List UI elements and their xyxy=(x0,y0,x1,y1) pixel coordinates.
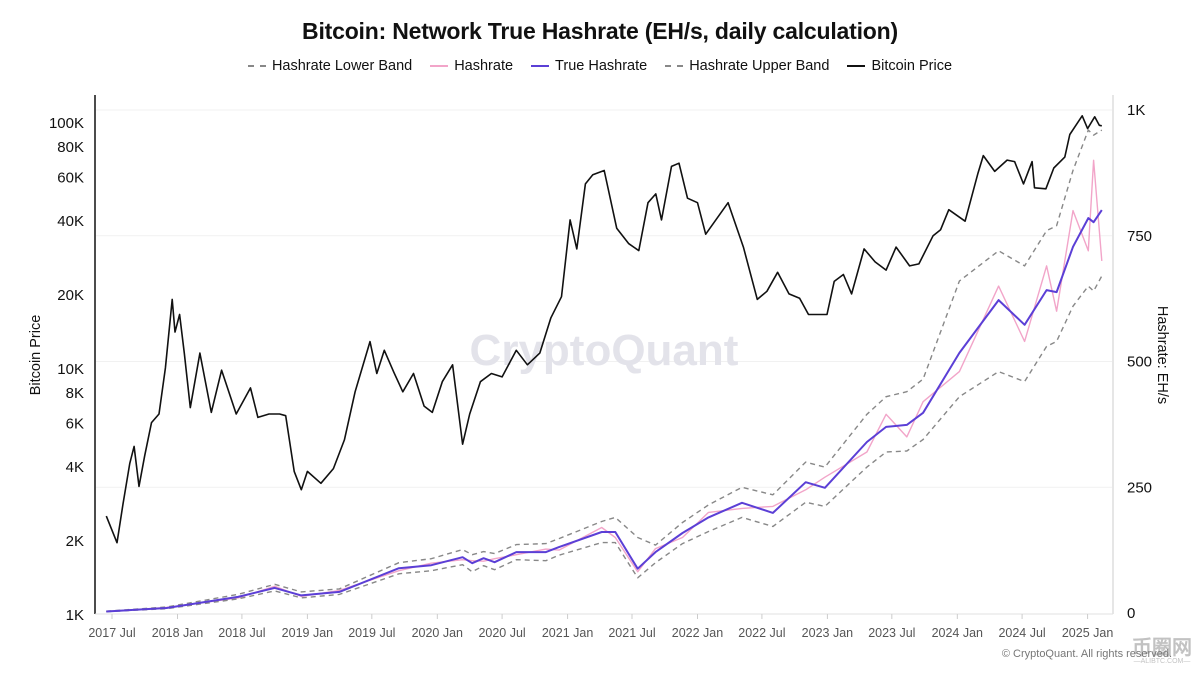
x-tick-label: 2022 Jul xyxy=(738,626,785,640)
x-tick-label: 2018 Jan xyxy=(152,626,203,640)
y-right-tick-label: 0 xyxy=(1127,605,1135,622)
legend-item-true-hashrate[interactable]: True Hashrate xyxy=(531,58,647,74)
y-left-tick-label: 100K xyxy=(49,115,84,132)
series-bitcoin-price xyxy=(105,115,1102,544)
series-hashrate xyxy=(106,159,1103,613)
x-tick-label: 2024 Jul xyxy=(998,626,1045,640)
y-left-tick-label: 8K xyxy=(66,385,84,402)
legend-label: Bitcoin Price xyxy=(871,58,953,74)
corner-watermark-sub: —ALIBTC.COM— xyxy=(1133,658,1191,665)
legend-swatch xyxy=(247,65,266,67)
series-hashrate-upper-band xyxy=(106,129,1103,612)
y-left-tick-label: 6K xyxy=(66,416,84,433)
y-left-tick-label: 4K xyxy=(66,459,84,476)
y-right-tick-label: 1K xyxy=(1127,102,1145,119)
legend-item-hashrate[interactable]: Hashrate xyxy=(430,58,513,74)
legend-swatch xyxy=(665,65,684,67)
y-left-tick-label: 60K xyxy=(57,170,84,187)
y-left-tick-label: 20K xyxy=(57,287,84,304)
x-tick-label: 2018 Jul xyxy=(218,626,265,640)
x-tick-label: 2021 Jan xyxy=(542,626,593,640)
x-tick-label: 2019 Jul xyxy=(348,626,395,640)
copyright: © CryptoQuant. All rights reserved. xyxy=(1001,648,1172,660)
legend-swatch xyxy=(430,65,449,67)
legend-label: Hashrate Lower Band xyxy=(271,58,413,74)
corner-watermark-main: 币圈网 xyxy=(1132,637,1192,659)
y-right-tick-label: 500 xyxy=(1127,354,1152,371)
y-left-tick-label: 1K xyxy=(66,607,84,624)
x-tick-label: 2025 Jan xyxy=(1062,626,1113,640)
x-tick-label: 2021 Jul xyxy=(608,626,655,640)
legend-label: Hashrate xyxy=(454,58,514,74)
legend-label: True Hashrate xyxy=(555,58,648,74)
legend-item-lower-band[interactable]: Hashrate Lower Band xyxy=(247,58,413,74)
legend-item-upper-band[interactable]: Hashrate Upper Band xyxy=(665,58,829,74)
x-tick-label: 2019 Jan xyxy=(282,626,333,640)
y-right-axis-title: Hashrate: EH/s xyxy=(1154,306,1170,404)
y-right-tick-label: 750 xyxy=(1127,228,1152,245)
x-tick-label: 2023 Jan xyxy=(802,626,853,640)
y-left-tick-label: 10K xyxy=(57,361,84,378)
y-right-tick-label: 250 xyxy=(1127,479,1152,496)
chart-title: Bitcoin: Network True Hashrate (EH/s, da… xyxy=(302,18,898,44)
series-true-hashrate xyxy=(106,209,1103,613)
x-tick-label: 2024 Jan xyxy=(932,626,983,640)
y-left-tick-label: 2K xyxy=(66,533,84,550)
legend: Hashrate Lower Band Hashrate True Hashra… xyxy=(0,58,1200,74)
series-hashrate-lower-band xyxy=(106,275,1103,613)
x-tick-label: 2022 Jan xyxy=(672,626,723,640)
gridlines xyxy=(96,109,1112,488)
y-left-tick-label: 80K xyxy=(57,139,84,156)
watermark: CryptoQuant xyxy=(470,326,739,375)
x-tick-label: 2020 Jul xyxy=(478,626,525,640)
corner-watermark: 币圈网 —ALIBTC.COM— xyxy=(1132,638,1192,665)
legend-item-bitcoin-price[interactable]: Bitcoin Price xyxy=(847,58,952,74)
x-tick-label: 2020 Jan xyxy=(412,626,463,640)
legend-swatch xyxy=(531,65,550,67)
y-left-tick-label: 40K xyxy=(57,213,84,230)
legend-label: Hashrate Upper Band xyxy=(689,58,830,74)
y-left-axis-title: Bitcoin Price xyxy=(28,315,44,396)
x-tick-label: 2023 Jul xyxy=(868,626,915,640)
legend-swatch xyxy=(847,65,866,67)
x-tick-label: 2017 Jul xyxy=(88,626,135,640)
